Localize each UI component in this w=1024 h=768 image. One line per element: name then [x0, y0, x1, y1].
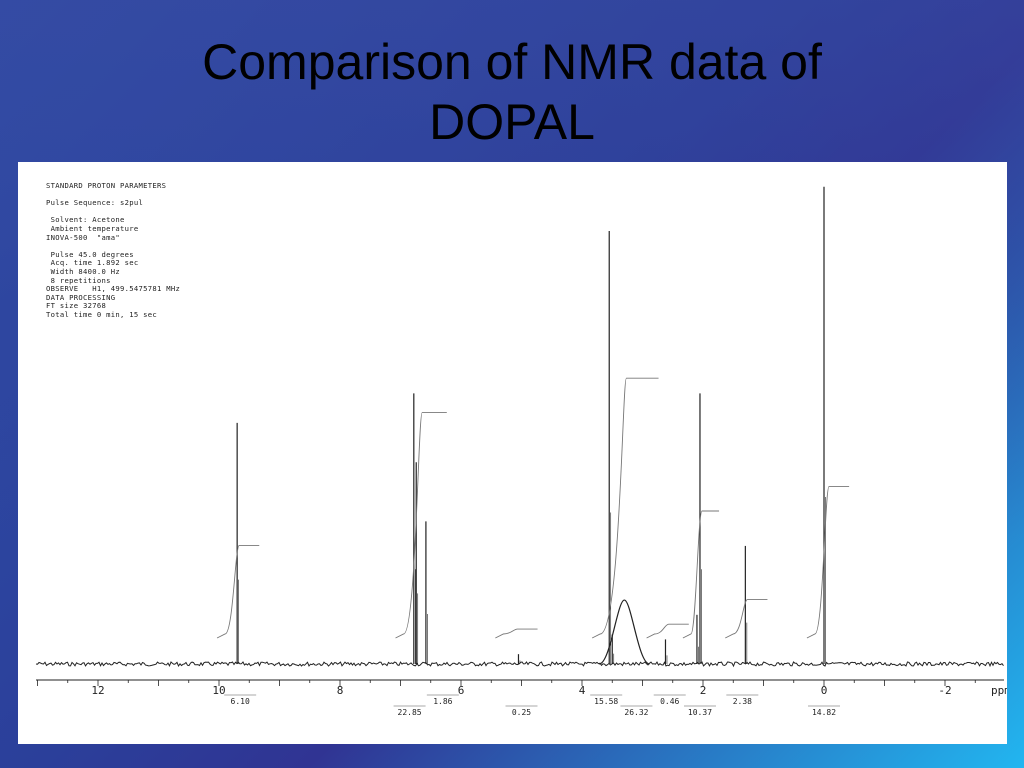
x-tick-label: -2: [938, 684, 951, 697]
parameter-line: OBSERVE H1, 499.5475781 MHz: [46, 284, 181, 294]
parameter-line: DATA PROCESSING: [46, 292, 116, 302]
integral-curve: [591, 377, 659, 639]
integral-value-label: 22.85: [398, 708, 422, 717]
title-line-2: DOPAL: [429, 94, 595, 150]
nmr-spectrum-panel: STANDARD PROTON PARAMETERS Pulse Sequenc…: [18, 162, 1007, 744]
x-tick-label: 12: [91, 684, 104, 697]
integral-curve: [725, 599, 768, 639]
x-tick-label: 6: [458, 684, 465, 697]
integral-value-label: 14.82: [812, 708, 836, 717]
integral-value-label: 6.10: [231, 697, 250, 706]
integral-curve: [395, 412, 447, 639]
x-tick-label: 2: [700, 684, 707, 697]
parameter-line: Ambient temperature: [46, 223, 139, 233]
integral-curve: [216, 544, 260, 639]
parameter-line: INOVA-500 "ama": [46, 232, 121, 242]
slide-title: Comparison of NMR data of DOPAL: [0, 32, 1024, 152]
integral-value-label: 0.25: [512, 708, 531, 717]
x-tick-label: 8: [337, 684, 344, 697]
x-tick-label: 4: [579, 684, 586, 697]
integral-value-label: 26.32: [624, 708, 648, 717]
integral-value-label: 0.46: [660, 697, 679, 706]
integral-curve: [495, 628, 538, 639]
x-tick-label: 10: [212, 684, 225, 697]
parameter-line: Total time 0 min, 15 sec: [46, 309, 158, 319]
x-axis-unit-label: ppm: [991, 684, 1007, 697]
parameter-line: Solvent: Acetone: [46, 215, 125, 225]
parameter-line: Width 8400.0 Hz: [46, 266, 121, 276]
integral-value-label: 2.38: [733, 697, 752, 706]
nmr-spectrum-chart: 12 10 8 6 4 2 0 -2 ppm 6.10 22.85 1.86 0.25 15.58 26.3…: [35, 186, 1007, 717]
parameter-line: 8 repetitions: [46, 275, 111, 285]
parameter-line: STANDARD PROTON PARAMETERS: [46, 181, 167, 190]
spectrum-peak: [598, 599, 650, 665]
title-line-1: Comparison of NMR data of: [202, 34, 822, 90]
parameter-line: Acq. time 1.892 sec: [46, 258, 139, 268]
integral-curve: [806, 485, 850, 639]
parameter-line: Pulse 45.0 degrees: [46, 249, 134, 259]
parameter-line: Pulse Sequence: s2pul: [46, 198, 144, 208]
parameter-line: FT size 32768: [46, 301, 107, 311]
integral-value-label: 10.37: [688, 708, 712, 717]
integral-value-label: 15.58: [594, 697, 618, 706]
integral-curve: [682, 510, 720, 639]
acquisition-parameters: STANDARD PROTON PARAMETERS Pulse Sequenc…: [46, 181, 181, 320]
integral-curve: [646, 623, 689, 639]
integral-value-label: 1.86: [433, 697, 452, 706]
x-tick-label: 0: [821, 684, 828, 697]
